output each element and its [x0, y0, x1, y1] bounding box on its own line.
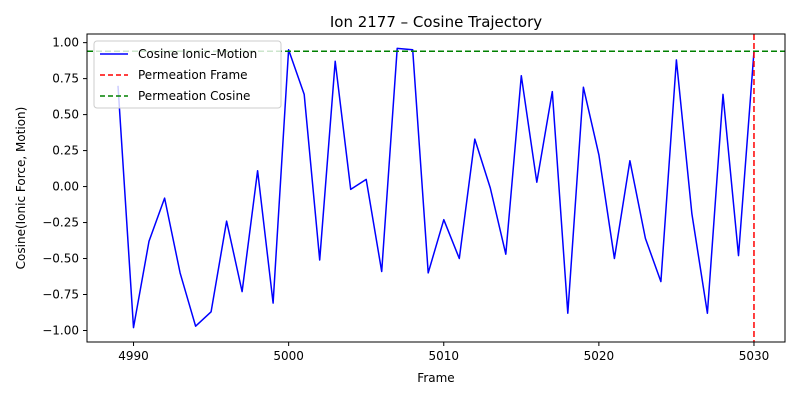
chart-title: Ion 2177 – Cosine Trajectory [330, 13, 542, 31]
plot-area [87, 34, 785, 342]
y-tick-label: 0.50 [52, 108, 79, 122]
x-tick-label: 5000 [273, 349, 304, 363]
x-axis: 4990 5000 5010 5020 5030 [118, 342, 769, 363]
y-tick-label: 1.00 [52, 36, 79, 50]
x-tick-label: 5030 [739, 349, 770, 363]
x-tick-label: 5010 [428, 349, 459, 363]
y-tick-label: 0.25 [52, 144, 79, 158]
x-axis-label: Frame [417, 371, 454, 385]
y-tick-label: −0.75 [42, 288, 79, 302]
legend-label: Permeation Cosine [138, 89, 250, 103]
axes-frame [86, 33, 786, 343]
legend-label: Permeation Frame [138, 68, 248, 82]
legend-box [93, 40, 282, 109]
y-axis-label: Cosine(Ionic Force, Motion) [14, 107, 28, 270]
x-tick-label: 5020 [584, 349, 615, 363]
y-tick-label: −1.00 [42, 323, 79, 337]
y-tick-label: −0.25 [42, 216, 79, 230]
series-line-cosine [117, 47, 755, 329]
legend-label: Cosine Ionic–Motion [138, 47, 257, 61]
x-tick-label: 4990 [118, 349, 149, 363]
y-tick-label: 0.00 [52, 180, 79, 194]
y-tick-label: −0.50 [42, 252, 79, 266]
y-tick-label: 0.75 [52, 72, 79, 86]
legend: Cosine Ionic–Motion Permeation Frame Perme… [93, 40, 282, 109]
y-axis: −1.00 −0.75 −0.50 −0.25 0.00 0.25 0.50 0.75 1.00 [42, 36, 87, 337]
